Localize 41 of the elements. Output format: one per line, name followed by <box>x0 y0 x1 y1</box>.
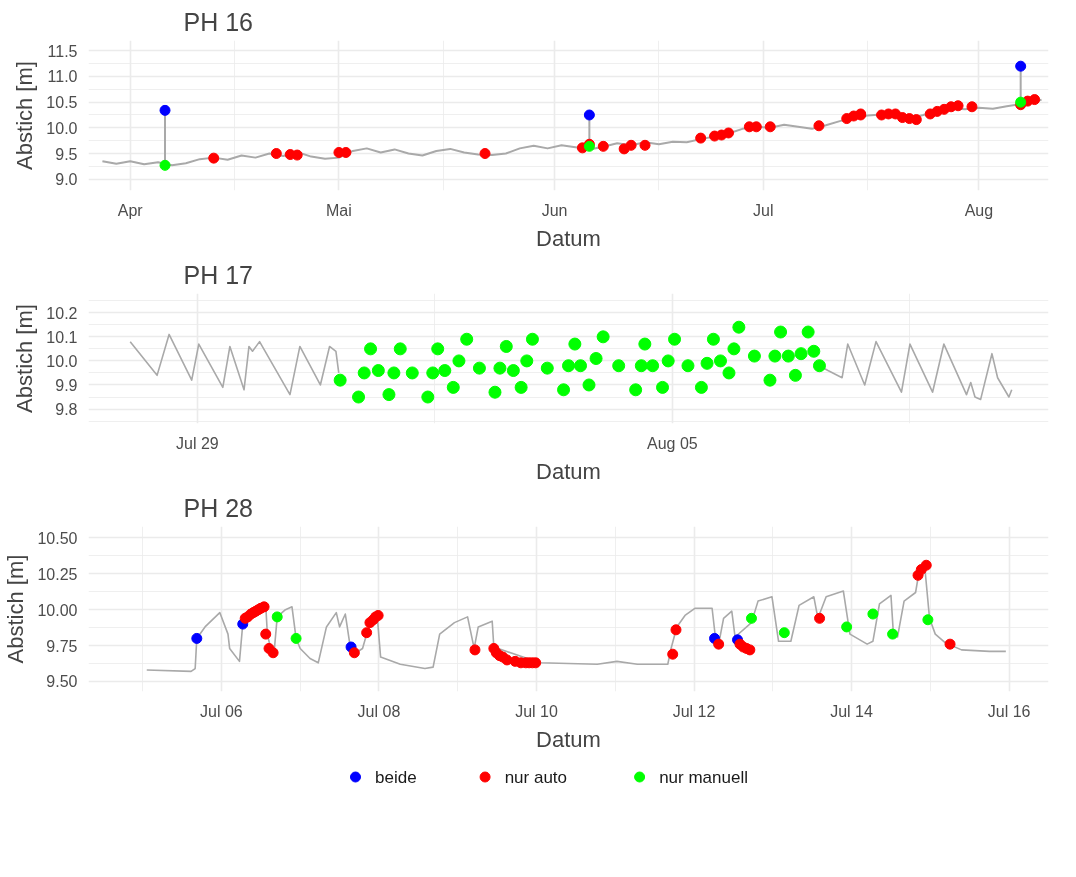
x-tick-label: Jul 06 <box>200 702 243 720</box>
legend-label: nur auto <box>504 767 568 787</box>
x-tick-label: Jul <box>753 201 774 219</box>
y-tick-label: 11.5 <box>47 42 78 60</box>
chart-title: PH 17 <box>183 260 253 289</box>
x-tick-label: Aug 05 <box>647 434 698 452</box>
x-axis-title: Datum <box>536 458 601 484</box>
x-tick-label: Mai <box>326 201 352 219</box>
y-tick-label: 11.0 <box>47 68 78 86</box>
y-axis-title: Abstich [m] <box>3 554 29 664</box>
y-axis-title: Abstich [m] <box>12 61 38 170</box>
legend-label: beide <box>375 767 417 787</box>
y-tick-label: 9.0 <box>55 171 78 189</box>
x-tick-label: Apr <box>117 201 144 219</box>
y-tick-label: 9.50 <box>46 673 78 691</box>
legend-label: nur manuell <box>659 767 748 787</box>
x-tick-label: Jul 29 <box>176 434 219 452</box>
y-tick-label: 9.9 <box>55 376 78 394</box>
y-axis-title: Abstich [m] <box>12 304 38 413</box>
x-tick-label: Jul 14 <box>830 702 874 720</box>
y-tick-label: 9.5 <box>55 145 78 163</box>
y-tick-label: 10.5 <box>46 94 78 112</box>
y-tick-label: 10.25 <box>37 565 78 583</box>
chart-title: PH 28 <box>183 493 253 522</box>
x-axis-title: Datum <box>536 726 601 752</box>
x-tick-label: Jul 10 <box>515 702 558 720</box>
x-axis-title: Datum <box>536 225 601 251</box>
x-tick-label: Jul 16 <box>987 702 1031 720</box>
y-tick-label: 9.8 <box>55 401 78 419</box>
y-tick-label: 9.75 <box>46 637 78 655</box>
y-tick-label: 10.50 <box>37 529 78 547</box>
y-tick-label: 10.00 <box>37 601 78 619</box>
x-tick-label: Jul 12 <box>672 702 716 720</box>
x-tick-label: Aug <box>964 201 994 219</box>
x-tick-label: Jun <box>541 201 568 219</box>
chart-title: PH 16 <box>183 7 253 36</box>
x-tick-label: Jul 08 <box>357 702 401 720</box>
y-tick-label: 10.0 <box>46 352 78 370</box>
y-tick-label: 10.0 <box>46 119 78 137</box>
y-tick-label: 10.1 <box>46 328 78 346</box>
y-tick-label: 10.2 <box>46 304 78 322</box>
